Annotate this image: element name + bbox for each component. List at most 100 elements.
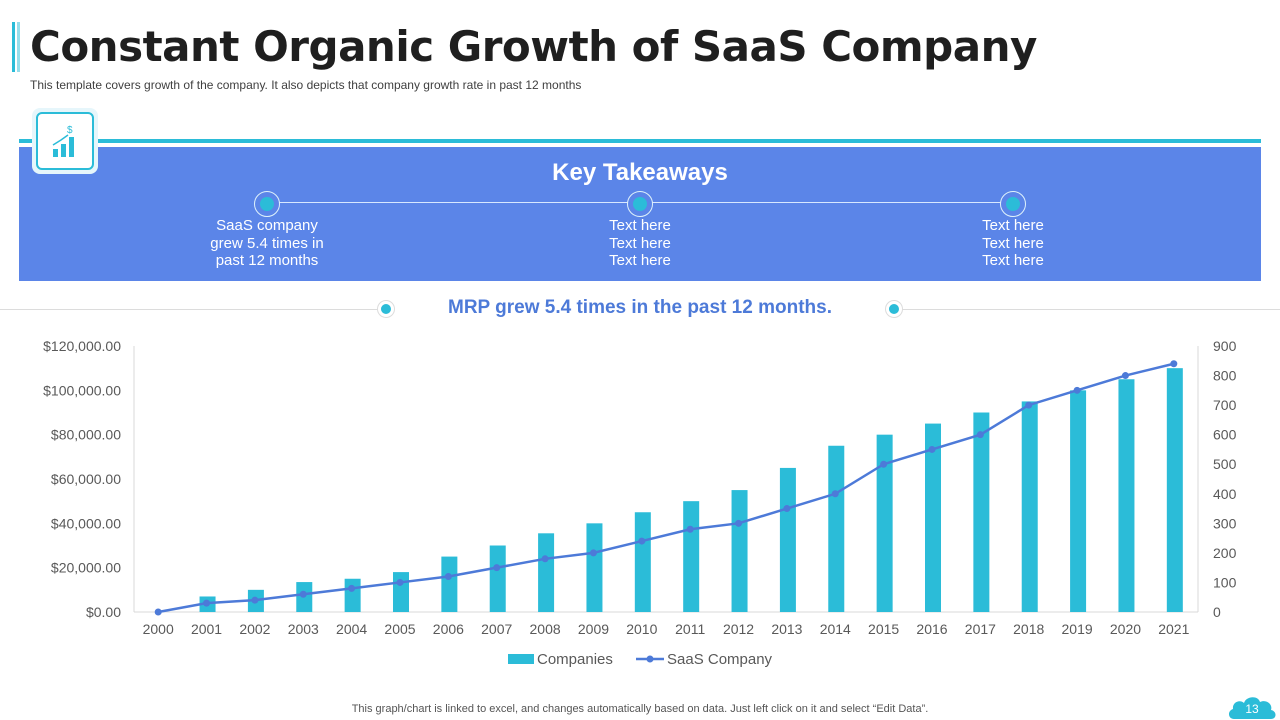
bar-companies bbox=[683, 501, 700, 612]
legend-swatch-point bbox=[646, 655, 654, 663]
bar-companies bbox=[393, 572, 409, 612]
point-saas-company bbox=[686, 525, 694, 533]
x-tick: 2015 bbox=[868, 621, 899, 637]
point-saas-company bbox=[638, 537, 646, 545]
point-saas-company bbox=[541, 555, 549, 563]
bar-companies bbox=[1118, 379, 1135, 612]
x-tick: 2014 bbox=[820, 621, 851, 637]
bar-companies bbox=[1166, 368, 1183, 612]
x-tick: 2001 bbox=[191, 621, 222, 637]
takeaway-node-2 bbox=[627, 191, 653, 217]
headline-dot-right bbox=[885, 300, 903, 318]
bar-companies bbox=[1021, 401, 1038, 612]
cloud-icon bbox=[1228, 697, 1276, 719]
x-tick: 2006 bbox=[433, 621, 464, 637]
y-tick-left: $40,000.00 bbox=[51, 515, 121, 531]
legend-label-companies: Companies bbox=[537, 651, 613, 668]
bar-companies bbox=[828, 445, 845, 612]
footer-note: This graph/chart is linked to excel, and… bbox=[351, 703, 929, 715]
y-tick-right: 600 bbox=[1213, 427, 1237, 443]
point-saas-company bbox=[783, 505, 791, 513]
x-tick: 2013 bbox=[771, 621, 802, 637]
y-tick-right: 800 bbox=[1213, 368, 1237, 384]
point-saas-company bbox=[1170, 360, 1178, 368]
y-tick-right: 700 bbox=[1213, 397, 1237, 413]
bar-companies bbox=[634, 512, 651, 612]
y-tick-right: 200 bbox=[1213, 545, 1237, 561]
takeaway-node-3 bbox=[1000, 191, 1026, 217]
point-saas-company bbox=[976, 431, 984, 439]
y-tick-right: 100 bbox=[1213, 574, 1237, 590]
point-saas-company bbox=[251, 596, 259, 604]
svg-text:$: $ bbox=[67, 125, 73, 136]
point-saas-company bbox=[1121, 372, 1129, 380]
title-accent-bar bbox=[12, 22, 15, 72]
key-takeaways-panel: Key Takeaways SaaS company grew 5.4 time… bbox=[19, 147, 1261, 281]
x-tick: 2010 bbox=[626, 621, 657, 637]
point-saas-company bbox=[1073, 386, 1081, 394]
point-saas-company bbox=[589, 549, 597, 557]
bar-companies bbox=[586, 523, 603, 612]
legend-swatch-companies bbox=[508, 654, 534, 664]
bar-companies bbox=[1070, 390, 1087, 612]
x-tick: 2019 bbox=[1062, 621, 1093, 637]
page-subtitle: This template covers growth of the compa… bbox=[30, 78, 582, 92]
x-tick: 2000 bbox=[143, 621, 174, 637]
y-tick-left: $0.00 bbox=[86, 604, 121, 620]
point-saas-company bbox=[928, 445, 936, 453]
x-tick: 2016 bbox=[916, 621, 947, 637]
growth-chart-icon-box: $ bbox=[32, 108, 98, 174]
point-saas-company bbox=[396, 578, 404, 586]
y-tick-right: 300 bbox=[1213, 515, 1237, 531]
legend-label-saas-company: SaaS Company bbox=[667, 651, 773, 668]
bar-companies bbox=[876, 434, 893, 612]
x-tick: 2012 bbox=[723, 621, 754, 637]
point-saas-company bbox=[299, 590, 307, 598]
x-tick: 2003 bbox=[288, 621, 319, 637]
y-tick-left: $80,000.00 bbox=[51, 427, 121, 443]
panel-top-line bbox=[19, 139, 1261, 143]
y-tick-left: $100,000.00 bbox=[43, 382, 121, 398]
point-saas-company bbox=[348, 584, 356, 592]
bar-companies bbox=[489, 545, 506, 612]
bar-companies bbox=[538, 533, 555, 612]
x-tick: 2018 bbox=[1013, 621, 1044, 637]
key-takeaways-title: Key Takeaways bbox=[552, 159, 728, 186]
x-tick: 2004 bbox=[336, 621, 367, 637]
point-saas-company bbox=[1025, 401, 1033, 409]
takeaway-text-3: Text here Text here Text here bbox=[982, 217, 1044, 269]
x-tick: 2021 bbox=[1158, 621, 1189, 637]
point-saas-company bbox=[444, 573, 452, 581]
bar-companies bbox=[731, 490, 748, 612]
bar-companies bbox=[779, 467, 796, 612]
takeaway-text-1: SaaS company grew 5.4 times in past 12 m… bbox=[210, 217, 324, 269]
x-tick: 2008 bbox=[530, 621, 561, 637]
y-tick-left: $60,000.00 bbox=[51, 471, 121, 487]
point-saas-company bbox=[493, 564, 501, 572]
page-number: 13 bbox=[1245, 702, 1259, 716]
headline-dot-left bbox=[377, 300, 395, 318]
chart-headline: MRP grew 5.4 times in the past 12 months… bbox=[448, 297, 832, 318]
bar-companies bbox=[344, 578, 361, 612]
growth-chart[interactable]: $0.00 $20,000.00 $40,000.00 $60,000.00 $80,0… bbox=[0, 330, 1280, 685]
headline-separator-right bbox=[900, 309, 1280, 310]
point-saas-company bbox=[880, 460, 888, 468]
x-tick: 2005 bbox=[384, 621, 415, 637]
bar-companies bbox=[973, 412, 990, 612]
y-tick-left: $120,000.00 bbox=[43, 338, 121, 354]
point-saas-company bbox=[154, 608, 162, 616]
bar-companies bbox=[925, 423, 941, 612]
x-tick: 2007 bbox=[481, 621, 512, 637]
x-tick: 2011 bbox=[675, 621, 705, 637]
bar-companies bbox=[441, 556, 458, 612]
title-accent-bar-secondary bbox=[17, 22, 20, 72]
point-saas-company bbox=[831, 490, 839, 498]
x-tick: 2020 bbox=[1110, 621, 1141, 637]
point-saas-company bbox=[735, 519, 743, 527]
x-tick: 2002 bbox=[239, 621, 270, 637]
point-saas-company bbox=[203, 599, 211, 607]
x-tick: 2009 bbox=[578, 621, 609, 637]
y-tick-right: 500 bbox=[1213, 456, 1237, 472]
line-saas-company bbox=[157, 362, 1175, 614]
y-tick-right: 0 bbox=[1213, 604, 1221, 620]
